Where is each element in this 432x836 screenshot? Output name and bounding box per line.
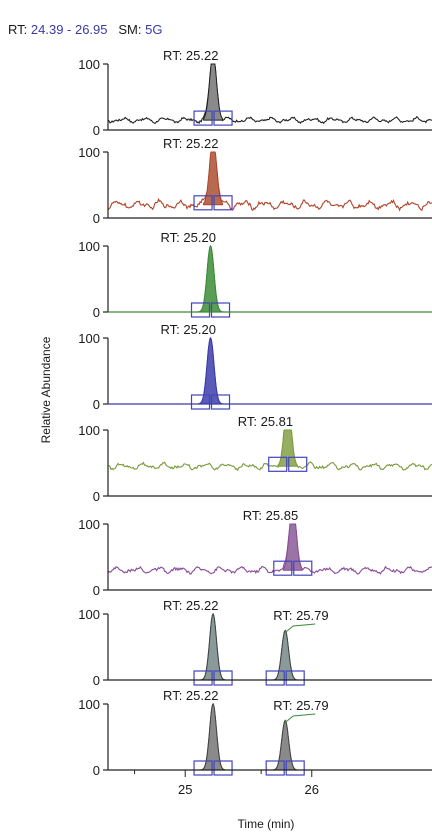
trace-line bbox=[108, 702, 432, 771]
peak-start-marker bbox=[190, 394, 211, 410]
peak-start-marker bbox=[193, 195, 213, 211]
y-tick-label: 0 bbox=[93, 397, 100, 412]
header-range: RT: 24.39 - 26.95 SM: 5G bbox=[8, 22, 162, 37]
trace-line bbox=[107, 523, 432, 575]
peak-fill bbox=[277, 429, 298, 467]
y-tick-label: 0 bbox=[93, 489, 100, 504]
x-axis-label: Time (min) bbox=[238, 817, 295, 831]
peak-end-marker bbox=[285, 760, 305, 776]
panels: RT: 25.22 100 0 RT: 25.22 100 0 RT: 25.20 100 0 R… bbox=[78, 48, 432, 797]
peak-end-marker bbox=[210, 302, 231, 318]
y-tick-label: 100 bbox=[78, 57, 100, 72]
peak-end-marker bbox=[293, 560, 313, 576]
peak-start-marker bbox=[193, 760, 213, 776]
peak-label: RT: 25.22 bbox=[163, 136, 218, 151]
y-tick-label: 100 bbox=[78, 239, 100, 254]
peak-fill bbox=[275, 629, 296, 681]
trace-line bbox=[108, 336, 432, 405]
peak-label: RT: 25.22 bbox=[163, 598, 218, 613]
peak-label: RT: 25.81 bbox=[238, 414, 293, 429]
peak-end-marker bbox=[213, 760, 233, 776]
y-tick-label: 100 bbox=[78, 517, 100, 532]
peak-fill bbox=[200, 337, 221, 405]
peak-label: RT: 25.20 bbox=[161, 322, 216, 337]
y-tick-label: 0 bbox=[93, 305, 100, 320]
peak-end-marker bbox=[213, 110, 233, 126]
peak-label: RT: 25.79 bbox=[273, 608, 328, 623]
peak-label: RT: 25.22 bbox=[163, 688, 218, 703]
sm-label: SM: bbox=[118, 22, 142, 37]
trace-line bbox=[107, 429, 432, 472]
peak-label: RT: 25.79 bbox=[273, 698, 328, 713]
y-tick-label: 100 bbox=[78, 423, 100, 438]
peak-start-marker bbox=[265, 760, 285, 776]
peak-start-marker bbox=[268, 456, 288, 472]
y-tick-label: 100 bbox=[78, 607, 100, 622]
sm-value: 5G bbox=[145, 22, 163, 37]
peak-fill bbox=[203, 613, 223, 681]
x-tick-label: 25 bbox=[178, 782, 192, 797]
rt-range: 24.39 - 26.95 bbox=[30, 22, 108, 37]
peak-start-marker bbox=[265, 670, 285, 686]
y-tick-label: 0 bbox=[93, 583, 100, 598]
trace-line bbox=[108, 244, 432, 313]
peak-end-marker bbox=[210, 394, 231, 410]
peak-end-marker bbox=[288, 456, 308, 472]
x-tick-label: 26 bbox=[305, 782, 319, 797]
peak-end-marker bbox=[213, 670, 233, 686]
peak-label: RT: 25.85 bbox=[243, 508, 298, 523]
peak-end-marker bbox=[213, 195, 233, 211]
rt-label: RT: bbox=[8, 22, 28, 37]
y-tick-label: 0 bbox=[93, 673, 100, 688]
peak-start-marker bbox=[193, 670, 213, 686]
y-tick-label: 0 bbox=[93, 123, 100, 138]
peak-fill bbox=[203, 703, 223, 771]
peak-start-marker bbox=[193, 110, 213, 126]
trace-line bbox=[108, 612, 432, 681]
y-tick-label: 0 bbox=[93, 763, 100, 778]
y-tick-label: 100 bbox=[78, 331, 100, 346]
peak-start-marker bbox=[190, 302, 211, 318]
peak-fill bbox=[275, 719, 296, 771]
y-tick-label: 100 bbox=[78, 697, 100, 712]
trace-line bbox=[107, 63, 432, 125]
peak-start-marker bbox=[273, 560, 293, 576]
trace-line bbox=[107, 151, 432, 212]
peak-fill bbox=[203, 63, 223, 121]
y-tick-label: 0 bbox=[93, 211, 100, 226]
peak-fill bbox=[282, 523, 303, 571]
peak-fill bbox=[203, 151, 223, 206]
y-tick-label: 100 bbox=[78, 145, 100, 160]
peak-end-marker bbox=[285, 670, 305, 686]
peak-label: RT: 25.22 bbox=[163, 48, 218, 63]
peak-label-leader bbox=[284, 713, 316, 723]
y-axis-label: Relative Abundance bbox=[39, 336, 53, 443]
peak-fill bbox=[200, 245, 221, 313]
peak-label-leader bbox=[284, 623, 316, 633]
peak-label: RT: 25.20 bbox=[161, 230, 216, 245]
